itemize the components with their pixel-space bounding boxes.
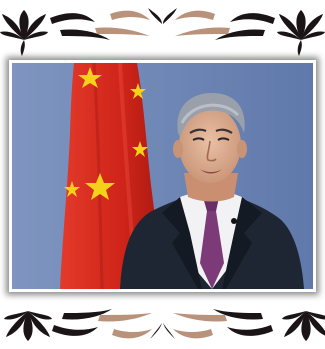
top-ornament (0, 8, 325, 56)
swirl-icon (52, 309, 273, 339)
portrait-illustration (12, 63, 313, 289)
lotus-icon (0, 10, 48, 56)
lotus-icon (282, 311, 325, 341)
star-icon (64, 181, 80, 197)
photo-border (9, 60, 316, 292)
hair (177, 93, 245, 137)
swirl-icon (50, 8, 275, 40)
lotus-icon (277, 10, 325, 56)
portrait-photo (12, 63, 313, 289)
flag-stars (64, 67, 148, 200)
lotus-icon (4, 311, 52, 341)
bottom-ornament (4, 309, 325, 341)
star-icon (78, 67, 102, 88)
star-icon (85, 173, 115, 200)
star-icon (132, 141, 148, 157)
microphone-icon (231, 218, 237, 224)
star-icon (130, 83, 146, 99)
person (120, 93, 304, 289)
